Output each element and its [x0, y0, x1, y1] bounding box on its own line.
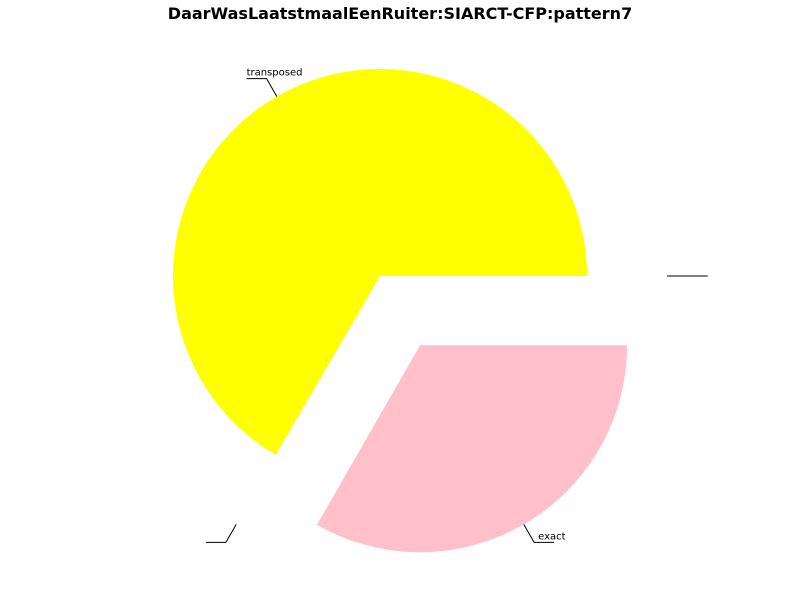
leader-line-transposed — [246, 78, 278, 97]
slice-label-exact: exact — [538, 531, 566, 542]
pie-slices — [172, 68, 628, 553]
leader-line-exact — [523, 524, 555, 543]
pie-slice-1 — [235, 345, 340, 525]
chart-title: DaarWasLaatstmaalEenRuiter:SIARCT-CFP:pa… — [168, 4, 632, 23]
pie-labels: transposed exact — [205, 68, 708, 543]
leader-line-1 — [205, 524, 237, 543]
slice-label-transposed: transposed — [247, 68, 303, 79]
pie-slice-exact — [316, 345, 628, 553]
pie-slice-transposed — [172, 68, 587, 455]
